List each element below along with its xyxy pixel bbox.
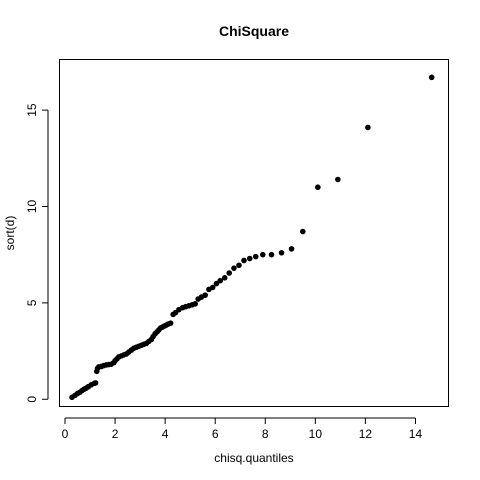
chart-title: ChiSquare <box>219 23 289 39</box>
data-point <box>241 257 247 264</box>
x-tick-label: 14 <box>409 427 423 441</box>
data-point <box>268 251 275 258</box>
y-tick-label: 0 <box>25 396 39 403</box>
data-point <box>202 292 208 298</box>
x-axis-label: chisq.quantiles <box>214 451 293 465</box>
x-tick-label: 10 <box>309 427 323 441</box>
data-point <box>92 380 99 386</box>
data-point <box>167 320 174 326</box>
data-point <box>428 74 435 81</box>
data-point <box>226 270 233 276</box>
data-point <box>300 228 306 235</box>
y-axis-label: sort(d) <box>3 216 17 251</box>
data-point <box>192 301 198 307</box>
data-point <box>252 253 259 260</box>
data-points <box>69 74 435 401</box>
y-axis: 0 5 10 15 <box>25 103 49 403</box>
x-tick-label: 4 <box>162 427 169 441</box>
data-point <box>209 284 216 291</box>
data-point <box>246 255 253 262</box>
x-tick-label: 6 <box>212 427 219 441</box>
data-point <box>278 249 285 256</box>
data-point <box>236 262 242 269</box>
data-point <box>259 251 266 258</box>
plot-area-frame <box>59 59 449 407</box>
data-point <box>231 265 237 271</box>
y-tick-label: 15 <box>25 103 39 117</box>
y-tick-label: 5 <box>25 299 39 306</box>
x-tick-label: 8 <box>262 427 269 441</box>
data-point <box>288 246 295 252</box>
x-tick-label: 12 <box>359 427 373 441</box>
x-tick-label: 0 <box>62 427 69 441</box>
x-tick-label: 2 <box>112 427 119 441</box>
data-point <box>221 275 228 281</box>
data-point <box>365 124 371 131</box>
data-point <box>335 176 341 183</box>
x-axis: 0 2 4 6 8 10 12 14 <box>62 417 423 441</box>
y-tick-label: 10 <box>25 200 39 214</box>
data-point <box>315 184 321 191</box>
data-point <box>217 277 224 284</box>
